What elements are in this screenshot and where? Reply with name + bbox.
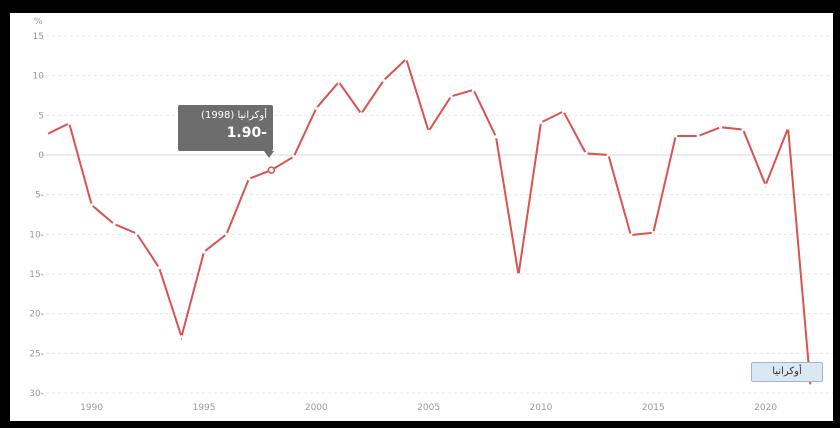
data-point[interactable] [808,384,813,388]
x-tick-label: 2020 [754,403,777,413]
y-tick-label: 15 [33,32,44,42]
data-point[interactable] [314,106,318,110]
data-point[interactable] [427,129,431,133]
data-point[interactable] [404,57,408,61]
data-point[interactable] [359,112,363,116]
data-point[interactable] [584,151,588,156]
data-point[interactable] [134,231,139,236]
data-point[interactable] [696,134,700,138]
data-point[interactable] [90,203,94,207]
y-tick-label: 15- [29,270,44,280]
y-tick-label: 0 [38,151,44,161]
series-line [46,57,812,386]
x-axis-ticks: 1990 1995 2000 2005 2010 2015 2020 [80,403,777,413]
data-point[interactable] [719,125,723,129]
data-point[interactable] [337,80,341,84]
data-point[interactable] [471,88,476,92]
data-point[interactable] [786,126,790,130]
highlighted-point[interactable] [267,166,276,174]
data-point[interactable] [157,266,161,270]
data-point[interactable] [561,109,566,113]
series-label[interactable]: أوكرانيا [751,362,823,382]
y-tick-label: 10- [29,230,44,240]
y-tick-label: 10 [33,72,45,82]
data-point[interactable] [224,232,229,236]
y-tick-label: 30- [29,389,44,399]
tooltip-arrow [264,151,274,158]
data-tooltip: أوكرانيا (1998) 1.90- [178,105,274,158]
chart-frame: 15 10 5 0 5- 10- 15- 20- 25- 30- 1990 1995 2000 2005… [10,13,833,421]
tooltip-value: 1.90- [226,125,267,141]
data-point[interactable] [449,94,453,98]
data-point[interactable] [606,153,610,157]
data-point[interactable] [539,120,543,125]
data-point[interactable] [112,222,116,226]
data-point[interactable] [651,231,655,235]
line-chart: 15 10 5 0 5- 10- 15- 20- 25- 30- 1990 1995 2000 2005… [29,17,833,413]
data-point[interactable] [67,121,71,125]
data-point[interactable] [629,233,633,237]
data-point[interactable] [741,128,745,132]
data-point[interactable] [292,154,296,159]
y-axis-unit: % [34,17,43,27]
y-tick-label: 25- [29,349,44,359]
data-point[interactable] [179,335,184,339]
data-point[interactable] [202,250,206,254]
data-point[interactable] [494,135,498,139]
y-tick-label: 20- [29,310,44,320]
data-point[interactable] [45,132,49,136]
x-tick-label: 1995 [193,403,216,413]
grid-lines [40,35,833,394]
data-point[interactable] [382,78,386,83]
data-point[interactable] [247,177,251,181]
x-tick-label: 2015 [642,403,665,413]
x-tick-label: 2010 [530,403,553,413]
y-tick-label: 5 [38,111,44,121]
y-axis-ticks: 15 10 5 0 5- 10- 15- 20- 25- 30- [29,32,44,399]
x-tick-label: 2005 [417,403,440,413]
data-point[interactable] [516,273,521,277]
tooltip-title: أوكرانيا (1998) [201,110,267,121]
x-tick-label: 1990 [80,403,103,413]
data-point[interactable] [764,183,768,187]
x-tick-label: 2000 [305,403,328,413]
data-point[interactable] [674,134,678,138]
y-tick-label: 5- [35,191,44,201]
series-points [45,57,813,388]
